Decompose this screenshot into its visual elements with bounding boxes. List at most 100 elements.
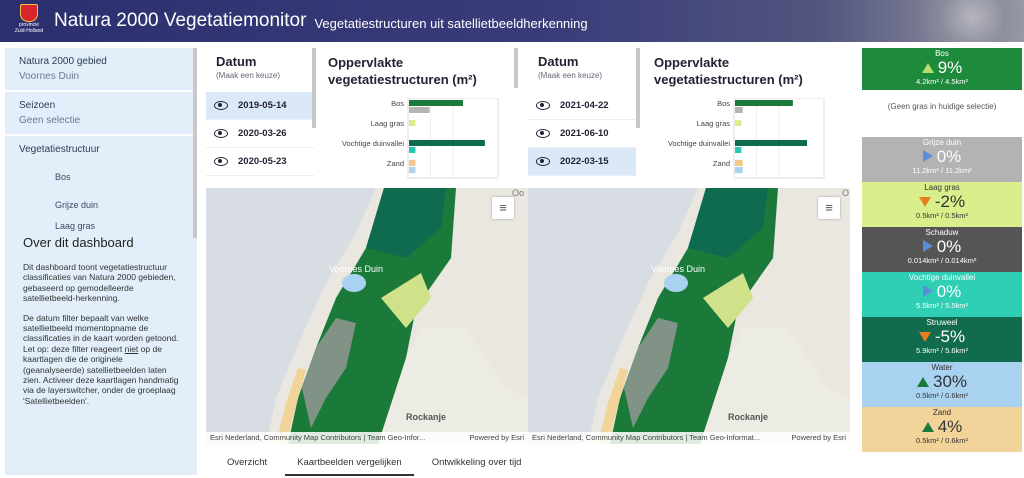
tab-kaartbeelden-vergelijken[interactable]: Kaartbeelden vergelijken xyxy=(285,455,414,476)
date-label: 2020-05-23 xyxy=(238,156,287,167)
sidebar: Natura 2000 gebied Voornes Duin Seizoen … xyxy=(5,48,197,475)
eye-icon[interactable] xyxy=(214,129,228,138)
about-paragraph-1: Dit dashboard toont vegetatiestructuur c… xyxy=(23,262,176,304)
bar-segment[interactable] xyxy=(409,107,430,113)
bar-segment[interactable] xyxy=(409,120,416,126)
indicator-value-row: 0% xyxy=(862,237,1022,256)
indicator-name: Zand xyxy=(932,408,952,417)
filter-label: Vegetatiestructuur xyxy=(19,144,100,155)
indicator-name: Water xyxy=(931,363,953,372)
date-row[interactable]: 2022-03-15 xyxy=(528,148,636,176)
bar-chart-svg: Bos Laag gras Vochtige duinvallei Zand xyxy=(668,98,825,179)
bar-segment[interactable] xyxy=(735,147,742,153)
indicator-card: Struweel -5% 5.9km² / 5.6km² xyxy=(862,317,1022,362)
map-right[interactable]: Voornes Duin Rockanje O ≡ Esri Nederland… xyxy=(528,188,850,444)
indicator-value: 0% xyxy=(936,237,962,256)
indicator-name: Bos xyxy=(935,49,949,58)
trend-up-icon xyxy=(916,377,929,387)
date-list-left: Datum (Maak een keuze) 2019-05-14 2020-0… xyxy=(206,48,314,178)
indicator-value: 9% xyxy=(937,58,963,77)
shield-icon xyxy=(20,4,38,22)
tab-overzicht[interactable]: Overzicht xyxy=(227,457,268,468)
sidebar-scrollbar[interactable] xyxy=(193,48,197,238)
indicator-value-row: 30% xyxy=(862,372,1022,391)
eye-icon[interactable] xyxy=(214,157,228,166)
date-row[interactable]: 2020-03-26 xyxy=(206,120,314,148)
veg-item-laag-gras[interactable]: Laag gras xyxy=(55,221,96,231)
date-list-scrollbar[interactable] xyxy=(636,48,640,128)
about-title: Over dit dashboard xyxy=(23,235,134,250)
about-text-emphasis: niet xyxy=(124,343,139,354)
about-text: op de kaartlagen die de originele (geana… xyxy=(23,343,179,406)
category-label: Zand xyxy=(387,159,404,168)
bar-segment[interactable] xyxy=(409,167,416,173)
trend-down-icon xyxy=(918,197,931,207)
date-label: 2022-03-15 xyxy=(560,156,609,167)
indicator-panel: Bos 9% 4.2km² / 4.5km² (Geen gras in huidi… xyxy=(862,48,1022,452)
date-row[interactable]: 2019-05-14 xyxy=(206,92,314,120)
layers-icon[interactable]: ≡ xyxy=(818,197,840,219)
map-graphic xyxy=(206,188,528,444)
app-subtitle: Vegetatiestructuren uit satellietbeeldhe… xyxy=(314,15,588,31)
map-attribution: Esri Nederland, Community Map Contributo… xyxy=(206,432,528,444)
eye-icon[interactable] xyxy=(214,101,228,110)
bar-segment[interactable] xyxy=(735,100,793,106)
indicator-value: 0% xyxy=(936,282,962,301)
indicator-name: Struweel xyxy=(926,318,958,327)
veg-item-bos[interactable]: Bos xyxy=(55,172,71,182)
place-label: Voornes Duin xyxy=(329,264,384,274)
about-text: De datum filter bepaalt van welke satell… xyxy=(23,312,179,354)
date-title: Datum xyxy=(216,54,257,69)
date-row[interactable]: 2021-06-10 xyxy=(528,120,636,148)
bar-segment[interactable] xyxy=(409,160,416,166)
indicator-value: 4% xyxy=(937,417,963,436)
date-row[interactable]: 2021-04-22 xyxy=(528,92,636,120)
bar-segment[interactable] xyxy=(735,107,743,113)
bar-segment[interactable] xyxy=(735,120,742,126)
indicator-range: 0.5km² / 0.6km² xyxy=(915,391,969,400)
indicator-range: 4.2km² / 4.5km² xyxy=(915,77,969,86)
indicator-name: Schaduw xyxy=(925,228,959,237)
eye-icon[interactable] xyxy=(536,129,550,138)
trend-down-icon xyxy=(918,332,931,342)
date-label: 2019-05-14 xyxy=(238,100,287,111)
powered-by[interactable]: Powered by Esri xyxy=(469,433,524,442)
date-row[interactable]: 2020-05-23 xyxy=(206,148,314,176)
filter-value: Voornes Duin xyxy=(19,71,80,82)
header-background-image xyxy=(894,0,1024,42)
date-list-scrollbar[interactable] xyxy=(312,48,316,128)
bar-segment[interactable] xyxy=(735,167,743,173)
chart-right: Oppervlakte vegetatiestructuren (m²) Bos… xyxy=(642,48,832,180)
filter-vegetatiestructuur[interactable]: Vegetatiestructuur xyxy=(5,136,197,163)
eye-icon[interactable] xyxy=(536,101,550,110)
indicator-card: Bos 9% 4.2km² / 4.5km² xyxy=(862,48,1022,90)
eye-icon[interactable] xyxy=(536,157,550,166)
trend-up-icon xyxy=(921,63,934,73)
filter-seizoen[interactable]: Seizoen Geen selectie xyxy=(5,92,197,136)
attribution-text: Esri Nederland, Community Map Contributo… xyxy=(210,433,426,442)
chart-title: Oppervlakte vegetatiestructuren (m²) xyxy=(328,55,477,87)
bar-segment[interactable] xyxy=(409,147,416,153)
layers-icon[interactable]: ≡ xyxy=(492,197,514,219)
indicator-value-row: -5% xyxy=(862,327,1022,346)
app-header: provincie Zuid-Holland Natura 2000 Veget… xyxy=(0,0,1024,42)
bar-segment[interactable] xyxy=(409,140,485,146)
filter-natura-gebied[interactable]: Natura 2000 gebied Voornes Duin xyxy=(5,48,197,92)
powered-by[interactable]: Powered by Esri xyxy=(791,433,846,442)
about-section: Over dit dashboard Dit dashboard toont v… xyxy=(5,235,197,406)
tab-ontwikkeling-over-tijd[interactable]: Ontwikkeling over tijd xyxy=(431,457,522,468)
date-label: 2021-04-22 xyxy=(560,100,609,111)
no-gras-message: (Geen gras in huidige selectie) xyxy=(887,102,997,111)
trend-flat-icon xyxy=(922,240,933,252)
filter-value: Geen selectie xyxy=(19,115,81,126)
indicator-range: 0.014km² / 0.014km² xyxy=(907,256,977,265)
veg-item-grijze-duin[interactable]: Grijze duin xyxy=(55,200,99,210)
filter-label: Seizoen xyxy=(19,100,56,111)
date-list-scrollbar[interactable] xyxy=(514,48,518,88)
category-label: Laag gras xyxy=(697,119,731,128)
bar-segment[interactable] xyxy=(409,100,463,106)
bar-segment[interactable] xyxy=(735,160,743,166)
bar-segment[interactable] xyxy=(735,140,807,146)
indicator-value-row: 9% xyxy=(862,58,1022,77)
map-left[interactable]: Voornes Duin Rockanje Oo ≡ Esri Nederlan… xyxy=(206,188,528,444)
